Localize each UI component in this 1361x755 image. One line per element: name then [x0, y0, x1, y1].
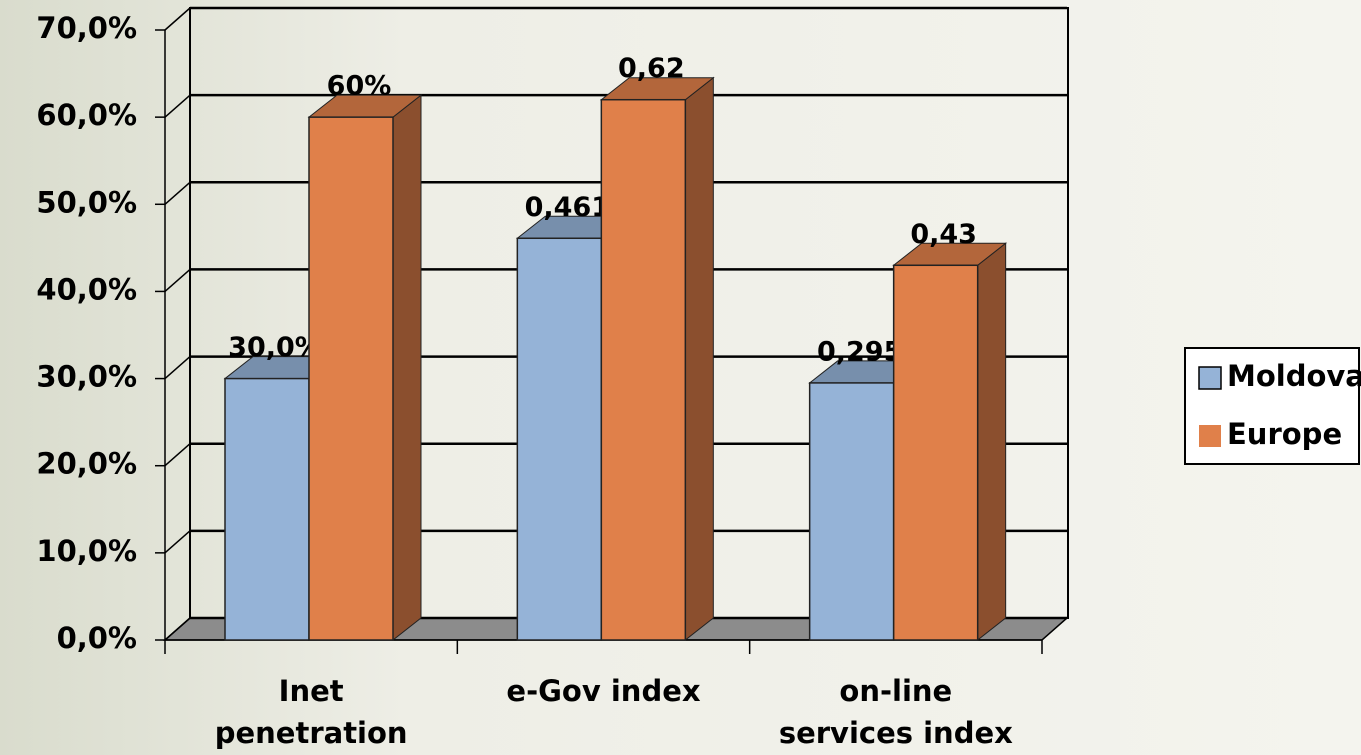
bar-side	[392, 94, 422, 642]
y-tick-label: 40,0%	[36, 272, 137, 306]
legend-label: Moldova	[1227, 359, 1361, 393]
bar-side	[684, 76, 714, 642]
bar-front	[308, 116, 394, 641]
x-tick-label: on-line services index	[778, 674, 1013, 750]
grid-line-side	[164, 617, 191, 641]
value-label: 0,461	[525, 192, 610, 223]
bar	[307, 94, 423, 642]
bar-front	[892, 264, 979, 641]
bar-front	[600, 98, 687, 641]
y-tick-label: 60,0%	[36, 98, 137, 132]
bar-front	[808, 382, 895, 641]
grid-line-side	[164, 530, 191, 554]
legend-label: Europe	[1227, 417, 1342, 451]
bar-side	[977, 242, 1007, 642]
bar-front	[516, 237, 603, 641]
value-label: 60%	[327, 71, 392, 102]
grid-line-side	[164, 94, 191, 118]
value-label: 30,0%	[228, 332, 322, 363]
grid-line-side	[164, 7, 191, 31]
x-tick-label: e-Gov index	[506, 674, 701, 708]
legend-swatch	[1198, 366, 1222, 390]
y-tick-label: 20,0%	[36, 447, 137, 481]
y-tick-label: 10,0%	[36, 534, 137, 568]
grid-line-side	[164, 268, 191, 292]
grid-line-side	[164, 356, 191, 380]
bar	[892, 242, 1008, 642]
bar	[599, 76, 715, 642]
y-tick-label: 30,0%	[36, 360, 137, 394]
y-tick-label: 0,0%	[57, 621, 137, 655]
legend-swatch	[1199, 425, 1221, 447]
bar-front	[224, 377, 310, 641]
x-tick-label: Inet penetration	[214, 674, 408, 750]
grid-line-side	[164, 443, 191, 467]
y-tick-label: 70,0%	[36, 11, 137, 45]
y-tick-label: 50,0%	[36, 185, 137, 219]
grid-line-side	[164, 181, 191, 205]
value-label: 0,43	[910, 219, 977, 250]
value-label: 0,62	[618, 53, 685, 84]
value-label: 0,295	[817, 336, 902, 367]
